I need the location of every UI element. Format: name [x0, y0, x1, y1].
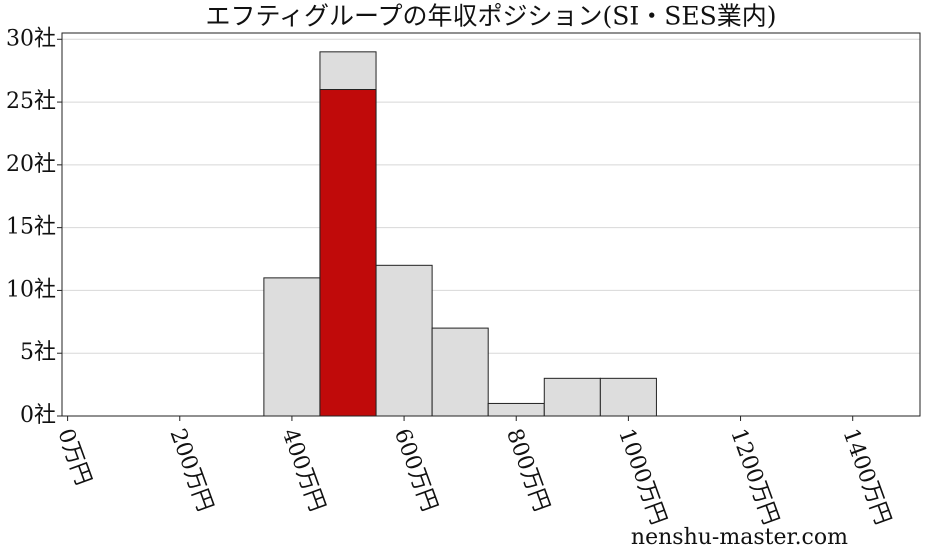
- bar: [263, 277, 321, 417]
- y-tick-label: 10社: [6, 277, 56, 302]
- bar: [431, 327, 489, 417]
- y-tick-label: 5社: [20, 340, 56, 365]
- x-tick-label: 800万円: [501, 426, 554, 515]
- y-tick-label: 25社: [6, 89, 56, 114]
- plot-frame: [61, 32, 921, 417]
- x-tick-label: 200万円: [164, 426, 217, 515]
- x-tick-label: 1400万円: [837, 426, 895, 529]
- x-tick-label: 0万円: [52, 426, 95, 489]
- watermark: nenshu-master.com: [631, 525, 848, 550]
- y-tick-label: 20社: [6, 152, 56, 177]
- bar: [375, 264, 433, 417]
- y-tick-label: 0社: [20, 403, 56, 428]
- bar: [543, 377, 601, 417]
- bar: [599, 377, 657, 417]
- bar: [487, 402, 545, 417]
- x-tick-label: 1200万円: [725, 426, 783, 529]
- y-tick-label: 15社: [6, 215, 56, 240]
- highlight-bar: [319, 89, 377, 417]
- chart-title: エフティグループの年収ポジション(SI・SES業内): [205, 2, 776, 31]
- y-tick-label: 30社: [6, 26, 56, 51]
- x-tick-label: 1000万円: [613, 426, 671, 529]
- x-tick-label: 600万円: [389, 426, 442, 515]
- x-tick-label: 400万円: [277, 426, 330, 515]
